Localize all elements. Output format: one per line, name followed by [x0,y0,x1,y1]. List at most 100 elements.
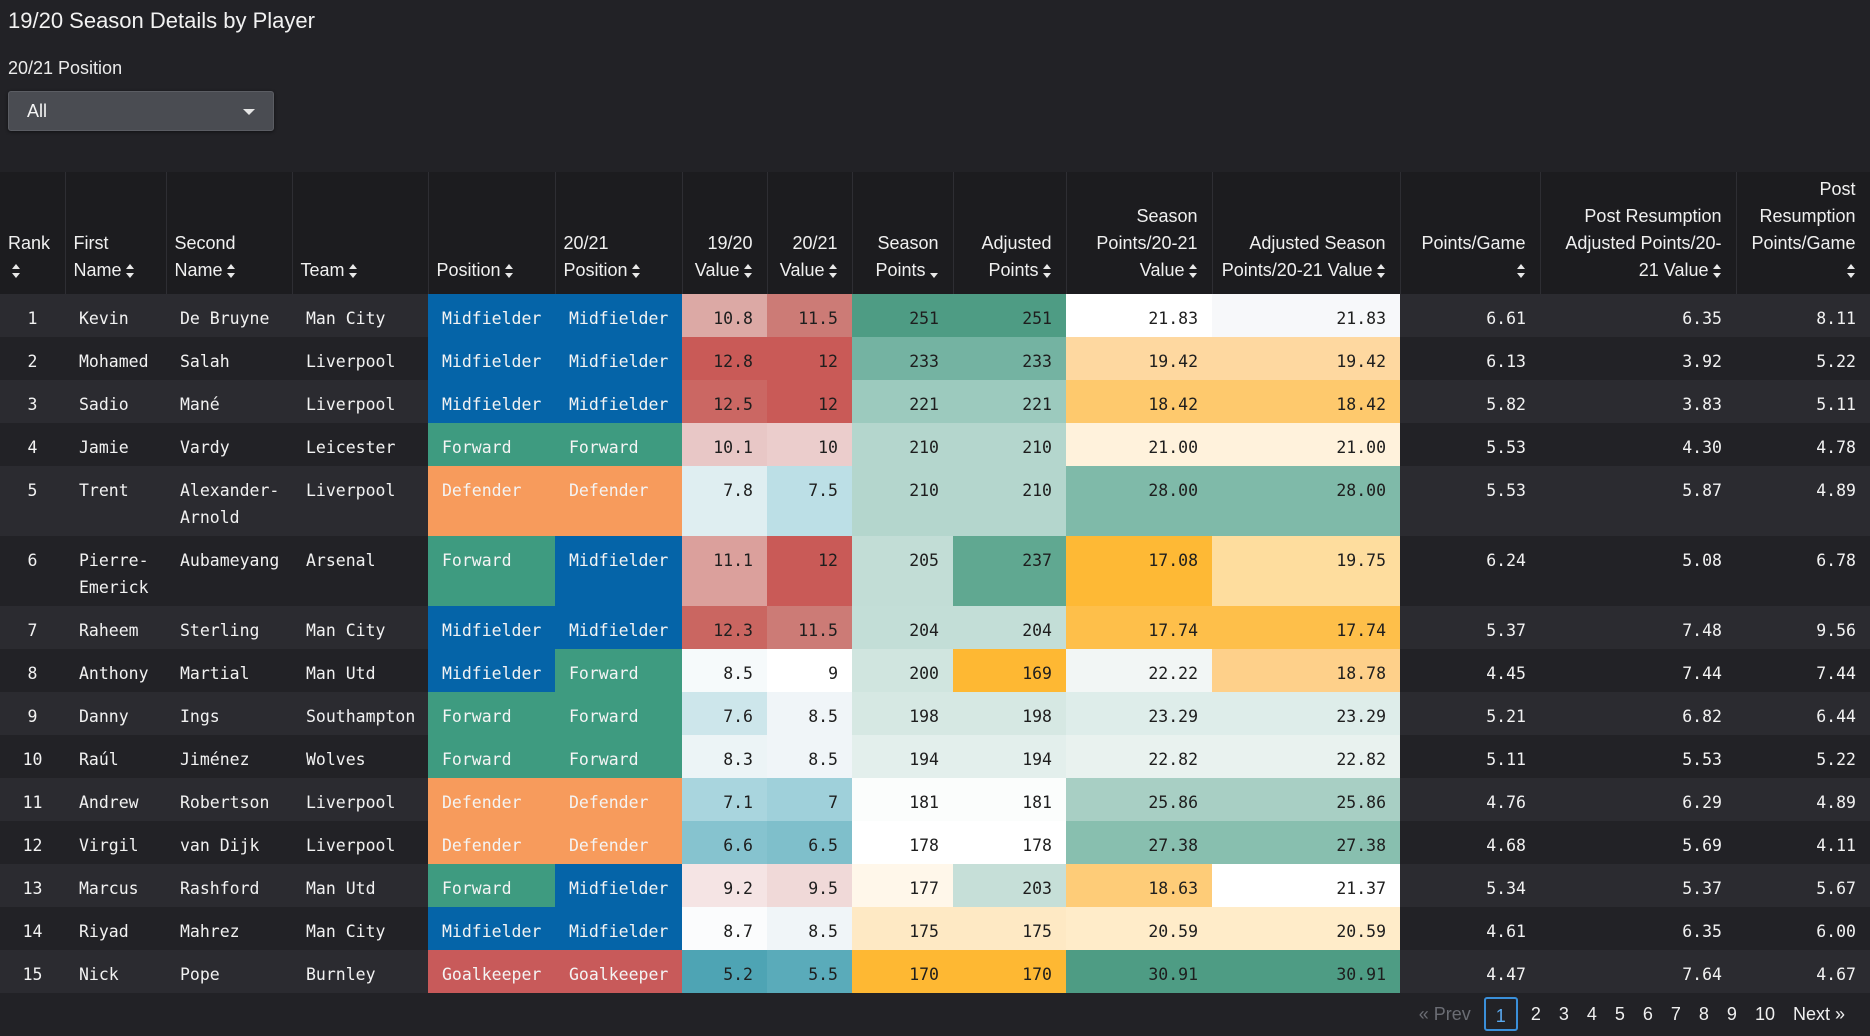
adjusted-points-cell: 181 [953,778,1066,821]
adjusted-season-points-per-value-cell: 30.91 [1212,950,1400,993]
season-points-cell: 210 [852,466,953,536]
rank-cell: 15 [0,950,65,993]
sort-icon[interactable] [828,264,838,278]
post-resumption-points-per-game-cell: 4.11 [1736,821,1870,864]
points-per-game-cell: 5.37 [1400,606,1540,649]
pagination: « Prev 1 2 3 4 5 6 7 8 9 10 Next » [1410,996,1854,1032]
adjusted-season-points-per-value-cell: 21.83 [1212,294,1400,337]
second-name-cell: Sterling [166,606,292,649]
page-6-button[interactable]: 6 [1642,1004,1653,1024]
value-1920-cell: 7.6 [682,692,767,735]
column-header-second-name[interactable]: Second Name [166,172,293,294]
sort-icon[interactable] [631,264,641,278]
column-header-season-points-20-21-value[interactable]: Season Points/20-21 Value [1066,172,1213,294]
column-header-post-resumption-points-game[interactable]: Post Resumption Points/Game [1736,172,1870,294]
post-resumption-adjusted-points-per-value-cell: 5.53 [1540,735,1736,778]
sort-icon[interactable] [1042,264,1052,278]
post-resumption-adjusted-points-per-value-cell: 3.83 [1540,380,1736,423]
column-header-team[interactable]: Team [292,172,429,294]
page-2-button[interactable]: 2 [1530,1004,1541,1024]
team-cell: Leicester [292,423,428,466]
first-name-cell: Kevin [65,294,166,337]
column-header-label: Season Points [875,233,939,280]
team-cell: Man City [292,907,428,950]
page-9-button[interactable]: 9 [1726,1004,1737,1024]
points-per-game-cell: 4.76 [1400,778,1540,821]
sort-icon[interactable] [12,264,21,278]
page-1-button[interactable]: 1 [1483,997,1518,1031]
sort-descending-icon[interactable] [929,264,939,278]
table-row: 10 Raúl Jiménez Wolves Forward Forward 8.3 8.5 1… [0,735,1870,778]
sort-icon[interactable] [125,264,135,278]
rank-cell: 8 [0,649,65,692]
second-name-cell: Robertson [166,778,292,821]
second-name-cell: Mahrez [166,907,292,950]
season-points-per-value-cell: 27.38 [1066,821,1212,864]
season-points-cell: 194 [852,735,953,778]
page-7-button[interactable]: 7 [1670,1004,1681,1024]
column-header-label: Position [436,260,501,280]
table-row: 4 Jamie Vardy Leicester Forward Forward 10.1 10… [0,423,1870,466]
player-table: Rank First Name Second Name Team Position 20/… [0,172,1870,993]
sort-icon[interactable] [1188,264,1198,278]
adjusted-points-cell: 178 [953,821,1066,864]
page-5-button[interactable]: 5 [1614,1004,1625,1024]
sort-icon[interactable] [348,264,358,278]
column-header-20-21-value[interactable]: 20/21 Value [767,172,853,294]
column-header-first-name[interactable]: First Name [65,172,167,294]
sort-icon[interactable] [743,264,753,278]
position-filter-label: 20/21 Position [8,58,123,78]
column-header-post-resumption-adjusted-points-20-21-value[interactable]: Post Resumption Adjusted Points/20-21 Va… [1540,172,1737,294]
page-8-button[interactable]: 8 [1698,1004,1709,1024]
sort-icon[interactable] [1846,264,1856,278]
column-header-label: Second Name [174,233,236,280]
column-header-19-20-value[interactable]: 19/20 Value [682,172,768,294]
first-name-cell: Trent [65,466,166,536]
prev-page-button[interactable]: « Prev [1418,1004,1471,1024]
column-header-20-21-position[interactable]: 20/21 Position [555,172,683,294]
next-page-button[interactable]: Next » [1792,1004,1845,1024]
value-2021-cell: 12 [767,536,852,606]
column-header-adjusted-season-points-20-21-value[interactable]: Adjusted Season Points/20-21 Value [1212,172,1401,294]
sort-icon[interactable] [1516,264,1526,278]
position-cell: Midfielder [428,294,555,337]
column-header-label: Season Points/20-21 Value [1096,206,1198,280]
post-resumption-points-per-game-cell: 5.11 [1736,380,1870,423]
sort-icon[interactable] [504,264,514,278]
adjusted-points-cell: 194 [953,735,1066,778]
value-2021-cell: 10 [767,423,852,466]
team-cell: Southampton [292,692,428,735]
column-header-position[interactable]: Position [428,172,556,294]
rank-cell: 9 [0,692,65,735]
column-header-label: First Name [73,233,122,280]
value-2021-cell: 7.5 [767,466,852,536]
column-header-rank[interactable]: Rank [0,172,66,294]
points-per-game-cell: 5.53 [1400,423,1540,466]
column-header-adjusted-points[interactable]: Adjusted Points [953,172,1067,294]
first-name-cell: Sadio [65,380,166,423]
page-4-button[interactable]: 4 [1586,1004,1597,1024]
rank-cell: 14 [0,907,65,950]
value-1920-cell: 8.7 [682,907,767,950]
second-name-cell: van Dijk [166,821,292,864]
adjusted-season-points-per-value-cell: 21.00 [1212,423,1400,466]
post-resumption-adjusted-points-per-value-cell: 7.48 [1540,606,1736,649]
rank-cell: 7 [0,606,65,649]
post-resumption-points-per-game-cell: 9.56 [1736,606,1870,649]
post-resumption-adjusted-points-per-value-cell: 5.08 [1540,536,1736,606]
sort-icon[interactable] [226,264,236,278]
points-per-game-cell: 6.24 [1400,536,1540,606]
page-10-button[interactable]: 10 [1754,1004,1775,1024]
value-2021-cell: 5.5 [767,950,852,993]
adjusted-season-points-per-value-cell: 17.74 [1212,606,1400,649]
adjusted-points-cell: 233 [953,337,1066,380]
position-2021-cell: Forward [555,423,682,466]
column-header-points-game[interactable]: Points/Game [1400,172,1541,294]
sort-icon[interactable] [1376,264,1386,278]
position-filter-dropdown[interactable]: All [8,91,274,131]
second-name-cell: Alexander-Arnold [166,466,292,536]
season-points-per-value-cell: 30.91 [1066,950,1212,993]
column-header-season-points[interactable]: Season Points [852,172,954,294]
sort-icon[interactable] [1712,264,1722,278]
page-3-button[interactable]: 3 [1558,1004,1569,1024]
